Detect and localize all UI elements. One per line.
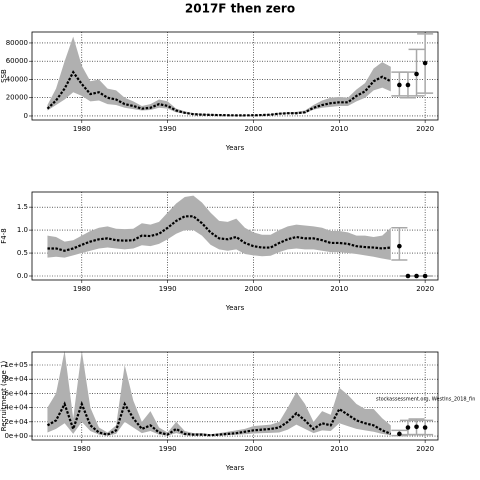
estimate-line bbox=[47, 215, 391, 252]
plot-frame bbox=[31, 191, 439, 281]
projection-point bbox=[422, 425, 428, 430]
x-axis-label: Years bbox=[225, 464, 245, 472]
x-axis-label: Years bbox=[225, 304, 245, 312]
y-tick-label: 1.0 bbox=[17, 226, 28, 234]
y-tick-label: 1e+05 bbox=[4, 361, 28, 369]
x-tick-label: 1990 bbox=[159, 445, 177, 453]
x-tick-label: 1980 bbox=[73, 125, 91, 133]
projection-point bbox=[414, 273, 419, 279]
projection-point bbox=[422, 273, 428, 279]
y-tick-label: 0 bbox=[24, 112, 28, 120]
confidence-band bbox=[47, 36, 391, 116]
projection-point bbox=[397, 82, 402, 88]
y-tick-label: 60000 bbox=[6, 57, 28, 65]
y-tick-label: 0.0 bbox=[17, 272, 28, 280]
y-tick-label: 40000 bbox=[6, 75, 28, 83]
y-tick-label: 8e+04 bbox=[4, 375, 28, 383]
y-tick-label: 6e+04 bbox=[4, 389, 28, 397]
y-axis-label: SSB bbox=[0, 69, 8, 83]
plot-frame bbox=[31, 351, 439, 441]
projection-point bbox=[422, 60, 428, 66]
projection-point bbox=[405, 425, 411, 430]
projection-point bbox=[397, 243, 402, 249]
estimate-line bbox=[46, 70, 392, 117]
x-tick-label: 1990 bbox=[159, 125, 177, 133]
chart-title: 2017F then zero bbox=[185, 2, 295, 16]
plot-frame bbox=[31, 31, 439, 121]
y-tick-label: 80000 bbox=[6, 39, 28, 47]
x-tick-label: 2000 bbox=[245, 285, 263, 293]
y-tick-label: 20000 bbox=[6, 94, 28, 102]
x-tick-label: 2020 bbox=[416, 125, 434, 133]
projection-point bbox=[405, 82, 411, 88]
x-tick-label: 1980 bbox=[73, 445, 91, 453]
x-tick-label: 2020 bbox=[416, 285, 434, 293]
annotation: stockassessment.org, WestIns_2018_fin bbox=[376, 397, 475, 403]
x-tick-label: 2000 bbox=[245, 445, 263, 453]
y-axis-label: Recruitment (age 1) bbox=[0, 361, 8, 432]
projection-point bbox=[397, 431, 402, 437]
x-tick-label: 2020 bbox=[416, 445, 434, 453]
x-tick-label: 2010 bbox=[330, 285, 348, 293]
y-tick-label: 1.5 bbox=[17, 203, 28, 211]
projection-point bbox=[414, 424, 419, 430]
x-tick-label: 2010 bbox=[330, 125, 348, 133]
projection-point bbox=[405, 273, 411, 279]
x-axis-label: Years bbox=[225, 144, 245, 152]
confidence-band bbox=[47, 195, 391, 260]
estimate-line bbox=[46, 400, 392, 437]
x-tick-label: 1980 bbox=[73, 285, 91, 293]
x-tick-label: 2010 bbox=[330, 445, 348, 453]
projection-point bbox=[414, 71, 419, 77]
x-tick-label: 2000 bbox=[245, 125, 263, 133]
confidence-band bbox=[47, 350, 391, 436]
y-axis-label: F4-8 bbox=[0, 228, 8, 243]
x-tick-label: 1990 bbox=[159, 285, 177, 293]
y-tick-label: 0e+00 bbox=[4, 432, 28, 440]
y-tick-label: 2e+04 bbox=[4, 418, 28, 426]
y-tick-label: 0.5 bbox=[17, 249, 28, 257]
y-tick-label: 4e+04 bbox=[4, 404, 28, 412]
